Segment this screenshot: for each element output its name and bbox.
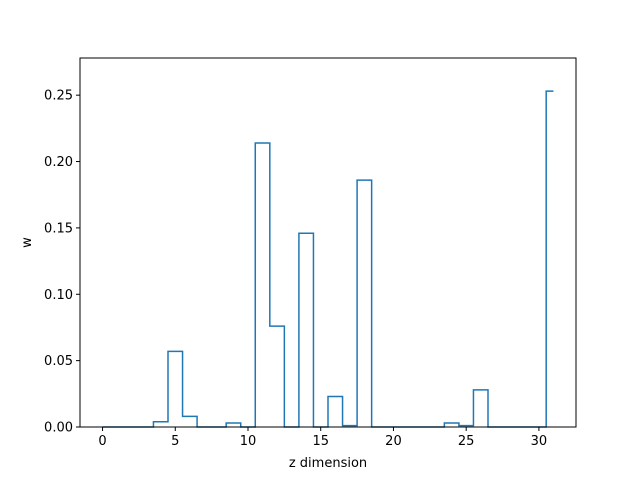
- y-tick-label: 0.05: [44, 354, 73, 369]
- y-tick-label: 0.15: [44, 221, 73, 236]
- y-tick-label: 0.10: [44, 288, 73, 303]
- x-axis-label: z dimension: [289, 456, 367, 471]
- y-tick-label: 0.20: [44, 155, 73, 170]
- axes-frame: [79, 57, 577, 428]
- y-axis-label: w: [20, 237, 35, 248]
- y-tick-label: 0.00: [44, 421, 73, 436]
- x-tick-label: 10: [240, 434, 257, 449]
- x-tick-label: 25: [458, 434, 475, 449]
- x-tick-label: 15: [312, 434, 329, 449]
- x-tick-label: 5: [171, 434, 179, 449]
- x-tick-label: 20: [385, 434, 402, 449]
- axis-ticks: 0 5 10 15 20 25 30 0.00 0.05 0.10 0.15 0.20 0.25: [44, 89, 547, 449]
- x-tick-label: 30: [531, 434, 548, 449]
- x-tick-label: 0: [98, 434, 106, 449]
- y-tick-label: 0.25: [44, 89, 73, 104]
